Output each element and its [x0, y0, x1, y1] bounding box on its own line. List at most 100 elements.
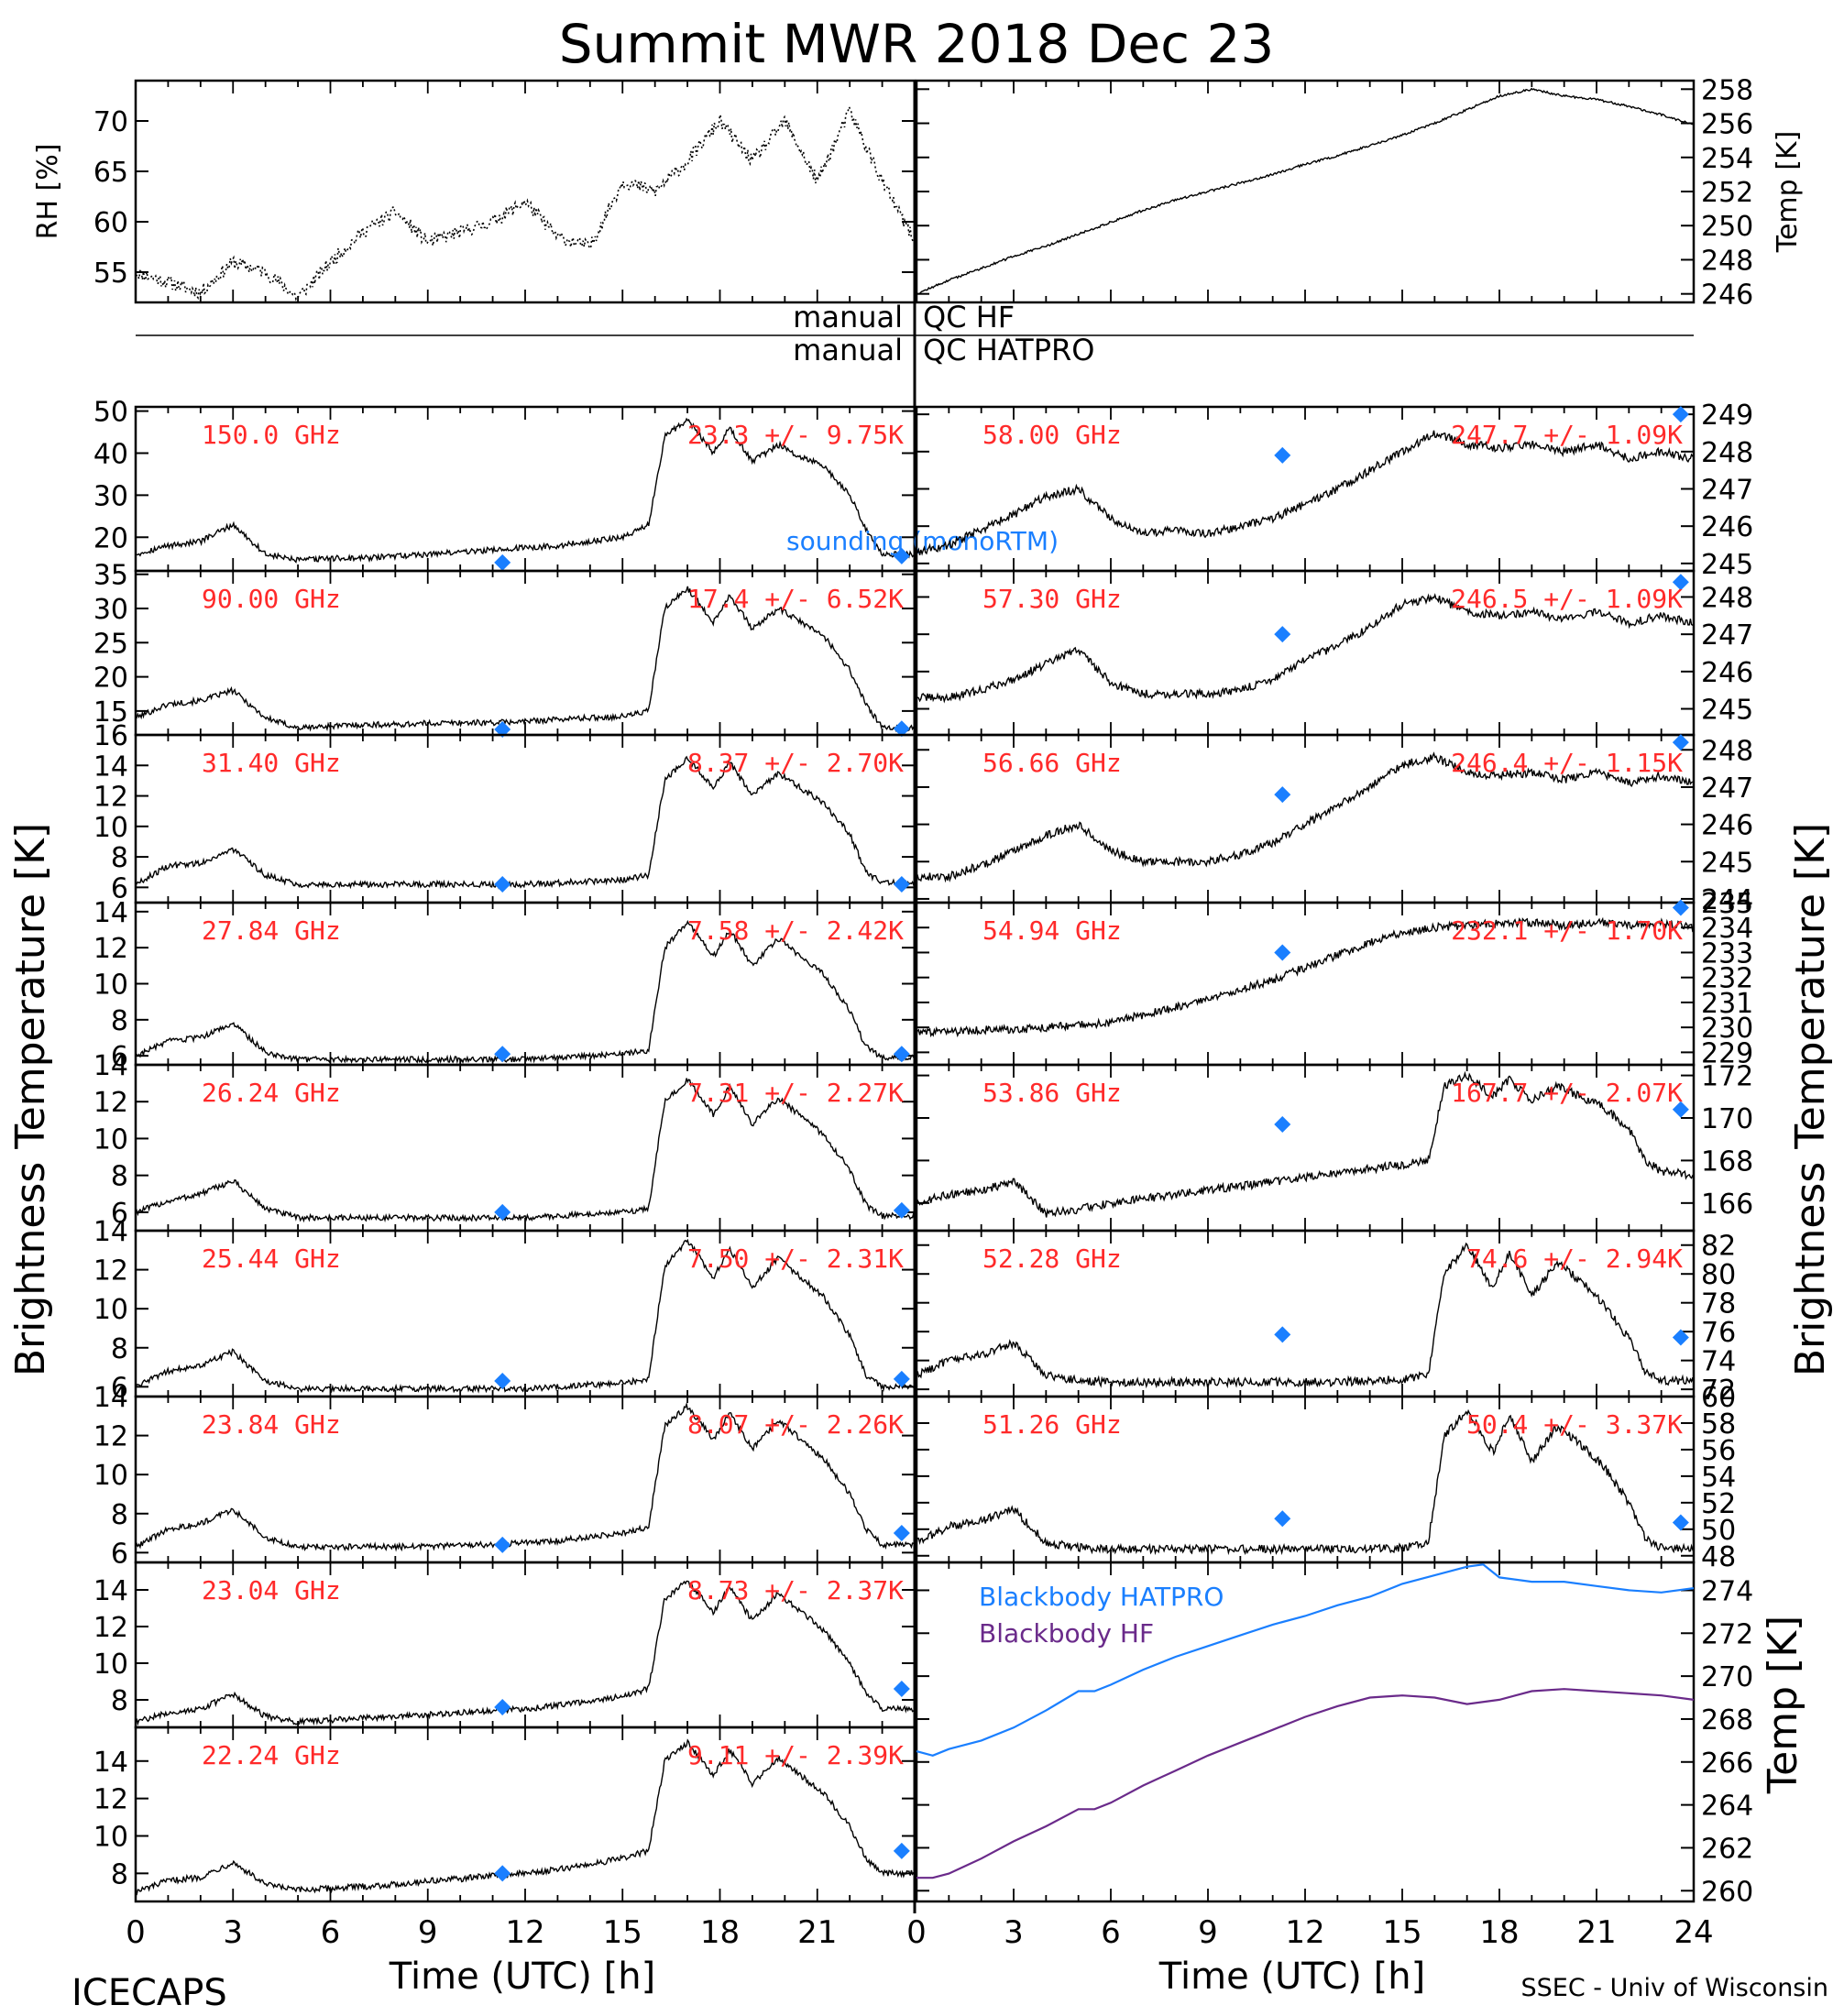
- trace-ch_51.26: [916, 1408, 1695, 1556]
- y-tick-label: 72: [1701, 1375, 1736, 1407]
- sounding-marker: [1274, 1115, 1291, 1133]
- y-tick-label: 58: [1701, 1408, 1736, 1441]
- y-tick-label: 10: [93, 1821, 128, 1853]
- panel-ch_26.24: 6 8 10 12 14 26.24 GHz 7.31 +/- 2.27K: [93, 1050, 916, 1233]
- y-tick-label: 229: [1701, 1037, 1753, 1069]
- sounding-marker: [1672, 734, 1689, 751]
- y-tick-label: 234: [1701, 913, 1753, 945]
- x-tick-label: 15: [603, 1914, 642, 1951]
- y-tick-label: 245: [1701, 847, 1753, 879]
- panel-ch_53.86: 166 168 170 172 53.86 GHz 167.7 +/- 2.07K: [915, 1061, 1753, 1233]
- y-tick-label: 70: [93, 106, 128, 138]
- y-tick-label: 8: [111, 1161, 128, 1193]
- y-tick-label: 270: [1701, 1661, 1753, 1693]
- stats-label: 17.4 +/- 6.52K: [687, 584, 904, 614]
- trace-ch_90.00: [135, 586, 916, 733]
- y-tick-label: 56: [1701, 1435, 1736, 1467]
- sounding-marker: [893, 720, 910, 738]
- y-tick-label: 274: [1701, 1575, 1753, 1607]
- y-tick-label: 74: [1701, 1346, 1736, 1378]
- x-tick-label: 24: [1674, 1914, 1713, 1951]
- y-tick-label: 50: [93, 397, 128, 429]
- panel-ch_22.24: 8 10 12 14 22.24 GHz 9.11 +/- 2.39K: [93, 1726, 916, 1903]
- y-tick-label: 10: [93, 970, 128, 1002]
- y-tick-label: 256: [1701, 109, 1753, 141]
- stats-label: 232.1 +/- 1.70K: [1451, 915, 1683, 946]
- y-tick-label: 246: [1701, 810, 1753, 842]
- x-tick-label: 3: [223, 1914, 243, 1951]
- y-tick-label: 272: [1701, 1618, 1753, 1650]
- y-tick-label: 76: [1701, 1317, 1736, 1349]
- trace-ch_31.40: [135, 755, 916, 890]
- y-tick-label: 10: [93, 1649, 128, 1681]
- trace-ch_54.94: [916, 916, 1695, 1038]
- y-tick-label: 48: [1701, 1541, 1736, 1573]
- sounding-marker: [1672, 1329, 1689, 1346]
- y-tick-label: 6: [111, 1538, 128, 1570]
- x-tick-label: 0: [906, 1914, 927, 1951]
- trace-ch_52.28: [916, 1242, 1695, 1389]
- bb-legend-0: Blackbody HATPRO: [979, 1582, 1224, 1612]
- y-tick-label: 10: [93, 1294, 128, 1326]
- y-tick-label: 14: [93, 1216, 128, 1248]
- stats-label: 23.3 +/- 9.75K: [687, 420, 904, 450]
- xlabel-left: Time (UTC) [h]: [389, 1956, 655, 1998]
- y-tick-label: 12: [93, 1421, 128, 1453]
- sounding-marker: [893, 1201, 910, 1219]
- y-tick-label: 12: [93, 782, 128, 814]
- panel-ch_25.44: 6 8 10 12 14 25.44 GHz 7.50 +/- 2.31K: [93, 1216, 916, 1404]
- sounding-marker: [494, 876, 511, 893]
- frequency-label: 53.86 GHz: [982, 1078, 1122, 1108]
- qc-hf-label-right: QC HF: [923, 300, 1015, 334]
- panel-frame: [915, 1561, 1696, 1903]
- sounding-marker: [893, 1370, 910, 1387]
- y-tick-label: 6: [111, 1198, 128, 1230]
- trace-ch_57.30: [916, 593, 1695, 704]
- y-tick-label: 8: [111, 1499, 128, 1531]
- frequency-label: 31.40 GHz: [202, 748, 341, 778]
- y-tick-label: 247: [1701, 619, 1753, 652]
- trace-ch_27.84: [135, 919, 916, 1065]
- y-tick-label: 14: [93, 1575, 128, 1607]
- stats-label: 9.11 +/- 2.39K: [687, 1740, 904, 1770]
- y-tick-label: 78: [1701, 1288, 1736, 1320]
- frequency-label: 26.24 GHz: [202, 1078, 341, 1108]
- rh-axis-label: RH [%]: [32, 144, 64, 240]
- y-tick-label: 8: [111, 1333, 128, 1365]
- panel-ch_27.84: 6 810 12 14 27.84 GHz 7.58 +/- 2.42K: [93, 897, 916, 1073]
- sounding-marker: [494, 1699, 511, 1715]
- sounding-marker: [494, 1046, 511, 1063]
- trace-ch_23.84: [135, 1401, 916, 1552]
- y-tick-label: 168: [1701, 1145, 1753, 1178]
- trace-ch_22.24: [135, 1738, 916, 1896]
- sounding-marker: [1672, 574, 1689, 591]
- bb-axis-label: Temp [K]: [1760, 1616, 1806, 1794]
- y-tick-label: 8: [111, 1685, 128, 1717]
- xlabel-right: Time (UTC) [h]: [1158, 1956, 1425, 1998]
- panel-ch_56.66: 244 245 246 247 248 56.66 GHz 246.4 +/- 1.15K: [915, 733, 1753, 916]
- frequency-label: 25.44 GHz: [202, 1244, 341, 1274]
- y-tick-label: 244: [1701, 884, 1753, 916]
- footer-left: ICECAPS: [71, 1972, 227, 2014]
- trace-ch_23.04: [135, 1580, 916, 1726]
- y-tick-label: 246: [1701, 279, 1753, 312]
- y-tick-label: 25: [93, 628, 128, 660]
- panel-rh: 55 60 65 70 RH [%]: [32, 79, 916, 304]
- y-tick-label: 249: [1701, 400, 1753, 432]
- panel-blackbody: 260 262 264 266 268 270 272 274 Blackbody HATPRO…: [915, 1561, 1806, 1908]
- y-tick-label: 12: [93, 1255, 128, 1287]
- sounding-marker: [1672, 899, 1689, 916]
- y-tick-label: 20: [93, 663, 128, 695]
- frequency-label: 22.24 GHz: [202, 1740, 341, 1770]
- x-tick-label: 0: [126, 1914, 146, 1951]
- y-tick-label: 14: [93, 897, 128, 929]
- stats-label: 7.50 +/- 2.31K: [687, 1244, 904, 1274]
- y-tick-label: 246: [1701, 657, 1753, 689]
- sounding-marker: [1274, 786, 1291, 804]
- y-tick-label: 231: [1701, 988, 1753, 1020]
- stats-label: 50.4 +/- 3.37K: [1466, 1409, 1683, 1440]
- y-tick-label: 60: [93, 207, 128, 239]
- sounding-marker: [1274, 446, 1291, 464]
- y-tick-label: 14: [93, 751, 128, 783]
- temp-axis-label: Temp [K]: [1772, 131, 1804, 254]
